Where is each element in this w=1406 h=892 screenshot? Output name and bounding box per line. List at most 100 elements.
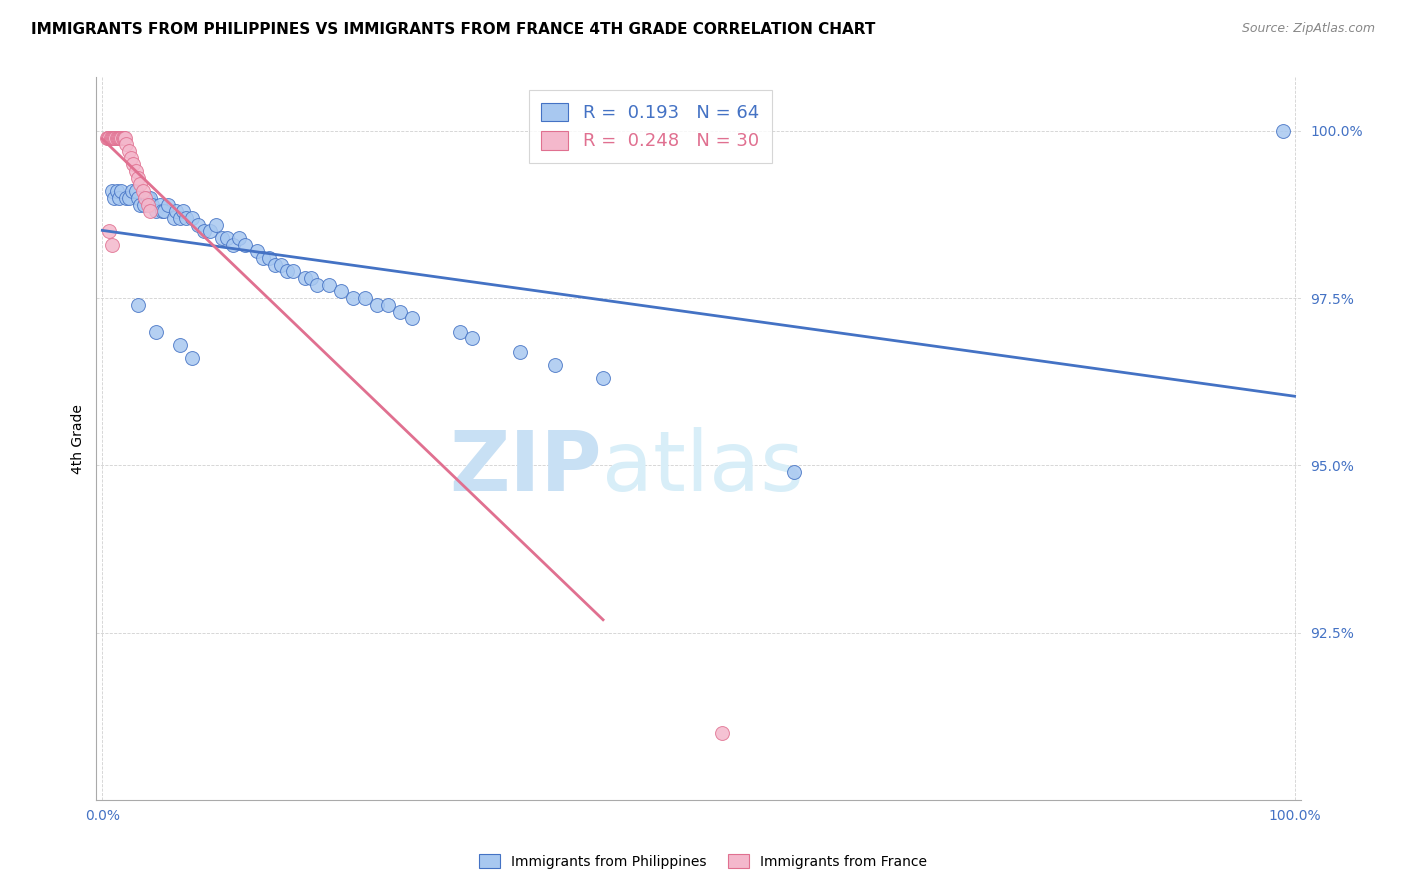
Point: [353, 291, 375, 305]
Point: [136, 197, 159, 211]
Point: [204, 218, 226, 232]
Point: [101, 130, 124, 145]
Point: [270, 258, 292, 272]
Legend: Immigrants from Philippines, Immigrants from France: Immigrants from Philippines, Immigrants …: [474, 848, 932, 874]
Point: [139, 191, 162, 205]
Point: [107, 130, 129, 145]
Point: [101, 237, 124, 252]
Point: [141, 197, 163, 211]
Point: [187, 218, 209, 232]
Point: [169, 338, 191, 352]
Point: [117, 191, 139, 205]
Point: [211, 231, 233, 245]
Point: [108, 130, 131, 145]
Point: [246, 244, 269, 259]
Point: [97, 130, 120, 145]
Point: [110, 130, 132, 145]
Point: [509, 344, 531, 359]
Point: [174, 211, 197, 225]
Point: [136, 191, 159, 205]
Point: [318, 277, 340, 292]
Point: [105, 130, 128, 145]
Point: [180, 211, 202, 225]
Text: IMMIGRANTS FROM PHILIPPINES VS IMMIGRANTS FROM FRANCE 4TH GRADE CORRELATION CHAR: IMMIGRANTS FROM PHILIPPINES VS IMMIGRANT…: [31, 22, 876, 37]
Point: [281, 264, 304, 278]
Point: [127, 170, 149, 185]
Point: [156, 197, 179, 211]
Point: [108, 130, 131, 145]
Point: [115, 137, 138, 152]
Point: [264, 258, 287, 272]
Point: [342, 291, 364, 305]
Point: [276, 264, 298, 278]
Point: [1271, 124, 1294, 138]
Text: Source: ZipAtlas.com: Source: ZipAtlas.com: [1241, 22, 1375, 36]
Legend: R =  0.193   N = 64, R =  0.248   N = 30: R = 0.193 N = 64, R = 0.248 N = 30: [529, 90, 772, 163]
Point: [165, 204, 187, 219]
Point: [150, 204, 173, 219]
Point: [104, 130, 127, 145]
Point: [132, 184, 155, 198]
Point: [163, 211, 186, 225]
Point: [129, 197, 152, 211]
Point: [127, 298, 149, 312]
Point: [299, 271, 322, 285]
Point: [377, 298, 399, 312]
Point: [101, 130, 124, 145]
Point: [114, 130, 136, 145]
Point: [153, 204, 176, 219]
Point: [105, 184, 128, 198]
Point: [115, 191, 138, 205]
Y-axis label: 4th Grade: 4th Grade: [72, 404, 86, 474]
Point: [169, 211, 191, 225]
Point: [127, 191, 149, 205]
Point: [139, 204, 162, 219]
Point: [103, 191, 125, 205]
Point: [329, 285, 352, 299]
Point: [121, 184, 143, 198]
Point: [148, 197, 170, 211]
Point: [112, 130, 135, 145]
Point: [101, 184, 124, 198]
Point: [129, 178, 152, 192]
Point: [592, 371, 614, 385]
Point: [100, 130, 122, 145]
Point: [193, 224, 215, 238]
Point: [98, 130, 121, 145]
Point: [305, 277, 328, 292]
Point: [120, 151, 142, 165]
Point: [252, 251, 274, 265]
Point: [96, 130, 118, 145]
Point: [222, 237, 245, 252]
Point: [172, 204, 194, 219]
Point: [228, 231, 250, 245]
Point: [122, 157, 145, 171]
Point: [366, 298, 388, 312]
Point: [461, 331, 484, 345]
Point: [180, 351, 202, 366]
Point: [134, 191, 156, 205]
Point: [145, 204, 167, 219]
Point: [449, 325, 471, 339]
Point: [198, 224, 221, 238]
Point: [145, 325, 167, 339]
Point: [110, 184, 132, 198]
Point: [125, 164, 148, 178]
Point: [111, 130, 134, 145]
Point: [235, 237, 257, 252]
Point: [544, 358, 567, 372]
Text: atlas: atlas: [602, 427, 804, 508]
Point: [783, 465, 806, 479]
Point: [117, 144, 139, 158]
Point: [257, 251, 280, 265]
Point: [711, 726, 734, 740]
Point: [108, 191, 131, 205]
Point: [132, 197, 155, 211]
Point: [103, 130, 125, 145]
Text: ZIP: ZIP: [450, 427, 602, 508]
Point: [98, 224, 121, 238]
Point: [294, 271, 316, 285]
Point: [401, 311, 423, 326]
Point: [217, 231, 239, 245]
Point: [125, 184, 148, 198]
